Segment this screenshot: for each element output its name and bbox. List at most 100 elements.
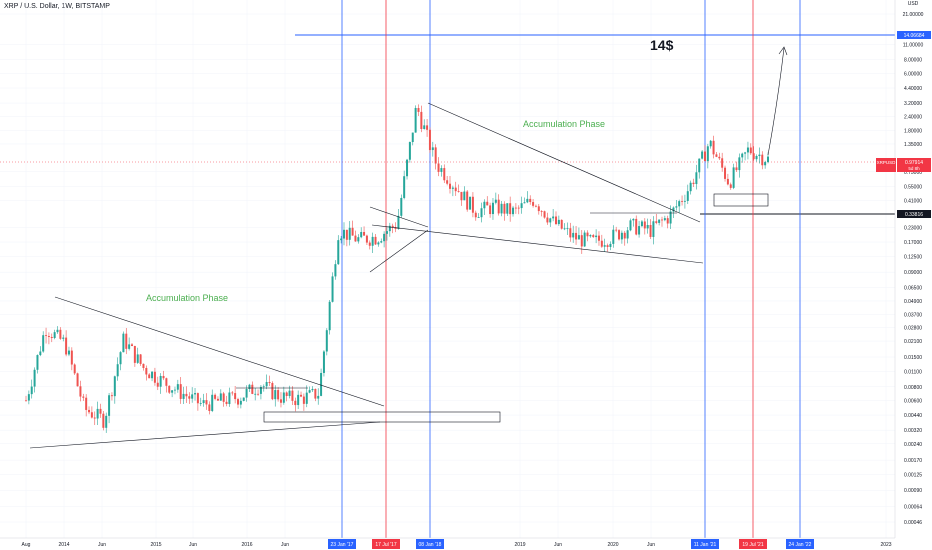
- target-annotation: 14$: [650, 37, 674, 53]
- candle-body: [600, 240, 603, 247]
- candle-body: [254, 393, 257, 395]
- price-tick: 0.01100: [904, 370, 922, 376]
- candle-body: [583, 232, 586, 247]
- trendline-lower-2[interactable]: [371, 224, 704, 264]
- trendline-lower-1[interactable]: [29, 421, 381, 449]
- candle-body: [615, 229, 618, 231]
- price-tick: 1.35000: [904, 142, 922, 148]
- candle-body: [234, 393, 237, 400]
- candle-body: [546, 217, 549, 223]
- candle-body: [380, 241, 383, 243]
- candle-body: [377, 242, 380, 245]
- candle-body: [345, 229, 348, 240]
- price-axis[interactable]: [895, 0, 932, 550]
- marker-tag: [416, 539, 444, 549]
- candle-body: [652, 221, 655, 237]
- time-tick: Jun: [647, 542, 655, 548]
- candle-body: [767, 156, 769, 163]
- candle-body: [168, 385, 171, 393]
- target-price-value: 14.06684: [904, 33, 925, 39]
- triangle-bottom[interactable]: [369, 229, 429, 273]
- chart-title: XRP / U.S. Dollar, 1W, BITSTAMP: [4, 3, 110, 10]
- candle-body: [540, 211, 543, 212]
- candle-body: [489, 205, 492, 215]
- marker-label: 24 Jan '22: [789, 542, 812, 548]
- support-box-1[interactable]: [263, 411, 501, 423]
- candle-body: [145, 367, 148, 375]
- candle-body: [225, 401, 228, 405]
- candle-body: [39, 351, 42, 356]
- marker-tag: [739, 539, 767, 549]
- candle-body: [709, 140, 712, 147]
- candle-body: [675, 206, 678, 208]
- candle-body: [305, 392, 308, 404]
- candle-body: [629, 220, 632, 231]
- price-tick: 0.17000: [904, 240, 922, 246]
- marker-label: 19 Jul '21: [742, 542, 763, 548]
- time-marker-labels: 23 Jan '17 17 Jul '17 08 Jan '18 11 Jan '21…: [328, 539, 814, 549]
- candle-body: [563, 228, 566, 230]
- candle-body: [689, 182, 692, 192]
- candle-body: [122, 333, 125, 353]
- candle-body: [526, 198, 529, 203]
- candle-body: [53, 332, 56, 339]
- price-tick: 0.00125: [904, 473, 922, 479]
- level-price-value: 0.33816: [905, 212, 923, 218]
- price-tick: 0.03700: [904, 312, 922, 318]
- projection-arrow[interactable]: [767, 47, 785, 156]
- candle-body: [580, 235, 583, 247]
- candle-body: [371, 236, 374, 246]
- candle-body: [706, 146, 709, 162]
- candle-body: [62, 337, 65, 339]
- candle-body: [603, 245, 606, 247]
- candle-body: [363, 232, 366, 236]
- candle-body: [566, 228, 569, 230]
- triangle-top[interactable]: [369, 206, 429, 228]
- candle-body: [471, 196, 474, 213]
- candle-body: [65, 337, 68, 355]
- candle-body: [620, 232, 623, 240]
- candle-body: [173, 389, 176, 391]
- candle-body: [506, 203, 509, 214]
- candle-body: [188, 396, 191, 399]
- candle-body: [259, 386, 262, 394]
- candle-body: [357, 237, 360, 242]
- candle-body: [397, 215, 400, 229]
- candle-body: [500, 203, 503, 214]
- candle-body: [549, 218, 552, 223]
- candle-body: [320, 372, 323, 396]
- trendline-upper-1[interactable]: [54, 296, 385, 407]
- candle-body: [400, 197, 403, 216]
- price-tick: 0.02100: [904, 339, 922, 345]
- candle-body: [440, 168, 443, 172]
- candle-body: [672, 207, 675, 212]
- countdown: 5d 8h: [908, 166, 920, 171]
- candle-body: [491, 202, 494, 215]
- candle-body: [297, 394, 300, 406]
- candle-body: [245, 388, 248, 398]
- candle-body: [79, 386, 82, 397]
- candle-body: [337, 240, 340, 265]
- candle-body: [669, 211, 672, 224]
- candle-body: [30, 386, 33, 395]
- price-tick: 0.02800: [904, 325, 922, 331]
- candle-body: [328, 301, 331, 331]
- candle-body: [403, 176, 406, 198]
- candle-body: [555, 216, 557, 225]
- candle-body: [82, 396, 85, 398]
- support-box-2[interactable]: [713, 193, 769, 207]
- price-tick: 0.41000: [904, 198, 922, 204]
- candle-body: [211, 394, 214, 411]
- price-tick: 0.04900: [904, 299, 922, 305]
- candles: [25, 104, 769, 433]
- candle-body: [715, 154, 718, 157]
- trendlines[interactable]: [29, 46, 788, 449]
- candle-body: [133, 345, 136, 363]
- candle-body: [595, 235, 598, 238]
- candle-body: [726, 178, 729, 185]
- trendline-upper-2[interactable]: [427, 102, 701, 223]
- candle-body: [219, 393, 222, 401]
- candle-body: [451, 187, 454, 189]
- candle-body: [394, 227, 397, 229]
